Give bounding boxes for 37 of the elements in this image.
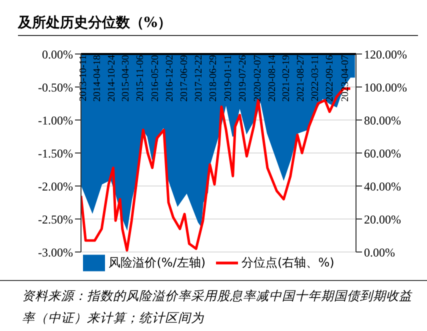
x-tick-label: 2019-07-26 [238,55,249,102]
y-tick-label: -2.50% [38,212,73,226]
x-tick-label: 2020-02-07 [252,55,264,102]
y2-tick-label: 80.00% [364,113,401,128]
y2-tick-label: 40.00% [364,179,401,194]
y-tick-label: 0.00% [42,47,73,62]
legend-label: 分位点(右轴、%) [242,255,334,270]
text: 资料来源：指数的风险溢价率采用股息率减中国十年期国债到期收益率（中证）来计算；统计区间为 [22,287,414,327]
x-tick-label: 2013-10-11 [78,55,89,102]
x-tick-label: 2016-12-02 [164,55,176,102]
y-tick-label: -3.00% [38,245,73,260]
y-tick-label: -2.00% [38,179,73,194]
x-tick-label: 2022-09-16 [324,55,336,102]
x-tick-label: 2017-12-22 [194,55,205,102]
x-tick-label: 2021-02-19 [281,55,292,102]
x-tick-label: 2019-01-11 [222,55,234,102]
y-tick-label: -0.50% [38,80,73,94]
x-tick-label: 2014-04-18 [92,55,104,102]
y2-tick-label: 60.00% [364,146,401,160]
x-tick-label: 2022-03-11 [310,55,322,102]
x-tick-label: 2015-04-30 [120,55,132,102]
y2-tick-label: 20.00% [364,212,401,226]
y2-tick-label: 100.00% [364,80,407,94]
x-tick-label: 2020-08-14 [266,55,278,102]
legend-label: 风险溢价(%/左轴) [108,255,206,270]
y2-tick-label: 120.00% [364,47,407,62]
y2-tick-label: 0.00% [364,245,395,260]
y-tick-label: -1.00% [38,113,73,128]
x-tick-label: 2018-06-29 [208,55,219,102]
x-tick-label: 2021-08-27 [295,55,306,102]
chart-title: 及所处历史分位数（%） [18,14,418,36]
x-tick-label: 2023-04-07 [340,55,351,102]
x-tick-label: 2014-10-24 [106,55,118,102]
x-tick-label: 2015-11-06 [134,55,146,102]
x-tick-label: 2017-06-09 [178,55,190,102]
x-tick-label: 2016-05-20 [150,55,161,102]
y-tick-label: -1.50% [38,146,73,160]
